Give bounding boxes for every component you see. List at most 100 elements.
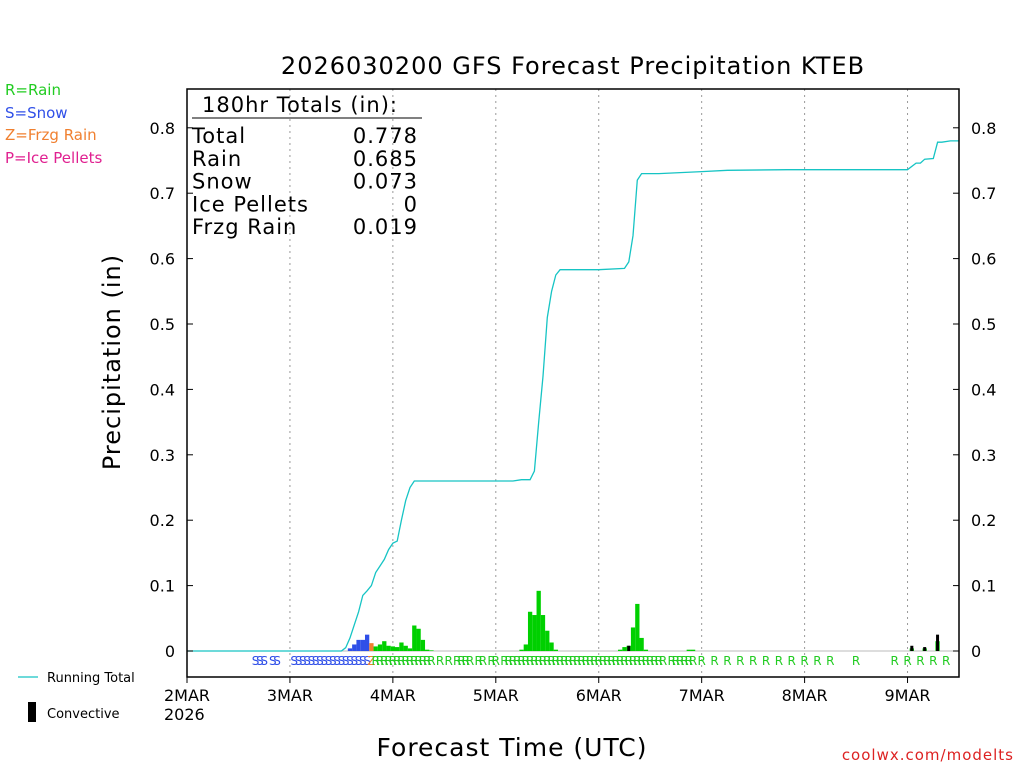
type-code: R [595,654,603,668]
type-code: R [642,654,650,668]
type-code: R [556,654,564,668]
type-code: R [685,654,693,668]
precip-bar [407,648,413,651]
type-code: R [852,654,860,668]
totals-label: Rain [192,147,242,171]
precip-bar [686,649,691,651]
type-code: R [380,654,388,668]
type-code: R [453,654,461,668]
precip-bar [630,627,636,651]
precip-bar [356,639,361,651]
type-code: S [346,654,354,668]
type-code: R [577,654,585,668]
type-code: R [547,654,555,668]
legend-frzg-rain: Z=Frzg Rain [5,126,97,144]
type-code: R [710,654,718,668]
precip-bar [549,642,554,651]
type-code: R [672,654,680,668]
type-code: R [474,654,482,668]
precip-bar [635,603,640,651]
totals-value: 0.073 [353,170,418,194]
xtick-label-6MAR: 6MAR [576,686,622,705]
type-code: R [655,654,663,668]
precip-bar [545,630,550,651]
ytick-label-left: 0.6 [150,250,175,269]
type-code: R [637,654,645,668]
precip-bar [412,625,417,651]
type-code: R [565,654,573,668]
type-code: R [423,654,431,668]
ytick-label-right: 0 [971,642,981,661]
precip-bar [364,634,370,651]
precip-bar [399,642,404,651]
type-code: R [603,654,611,668]
type-code: R [479,654,487,668]
totals-label: Total [191,124,246,148]
type-code: R [500,654,508,668]
type-code: R [775,654,783,668]
type-code: R [573,654,581,668]
type-code: R [543,654,551,668]
totals-value: 0.019 [353,215,418,239]
precip-bar [416,628,421,651]
type-code: R [457,654,465,668]
type-code: R [736,654,744,668]
xtick-label-9MAR: 9MAR [885,686,931,705]
totals-rows: Total 0.778 Rain 0.685 Snow 0.073 Ice Pellets 0… [191,124,418,239]
type-code: S [269,654,277,668]
type-code: R [625,654,633,668]
type-code: S [273,654,281,668]
type-code: R [402,654,410,668]
ytick-label-left: 0.1 [150,577,175,596]
type-code: R [916,654,924,668]
totals-label: Frzg Rain [192,215,297,239]
type-code: R [530,654,538,668]
type-code: R [659,654,667,668]
type-code: R [513,654,521,668]
type-code: R [560,654,568,668]
type-code: S [308,654,316,668]
type-code: S [256,654,264,668]
type-code: R [436,654,444,668]
type-code: S [303,654,311,668]
precip-bar [527,611,533,651]
type-code: S [325,654,333,668]
type-code: R [813,654,821,668]
type-code: R [384,654,392,668]
type-code: R [633,654,641,668]
type-code: R [406,654,414,668]
plot-frame [186,88,960,678]
type-code: R [419,654,427,668]
type-code: S [355,654,363,668]
type-code: R [462,654,470,668]
totals-header: 180hr Totals (in): [202,93,398,117]
type-code: R [903,654,911,668]
xtick-label-8MAR: 8MAR [782,686,828,705]
ytick-label-right: 0.7 [971,184,996,203]
precip-bar [360,639,365,651]
precip-bar [622,647,627,651]
type-code: S [320,654,328,668]
type-code: R [616,654,624,668]
totals-value: 0.778 [353,124,418,148]
type-code: R [522,654,530,668]
type-code: R [466,654,474,668]
convective-legend-swatch [28,702,36,722]
type-code: R [504,654,512,668]
source-link[interactable]: coolwx.com/modelts [841,746,1014,764]
type-code: R [788,654,796,668]
ytick-label-right: 0.6 [971,250,996,269]
convective-bar [936,634,940,651]
precip-bar [540,615,546,651]
ytick-label-right: 0.4 [971,380,996,399]
ytick-label-left: 0.8 [150,119,175,138]
type-code: S [299,654,307,668]
type-code: R [749,654,757,668]
type-code: S [350,654,358,668]
type-code: R [942,654,950,668]
totals-label: Snow [192,170,253,194]
type-code: R [410,654,418,668]
type-code: R [800,654,808,668]
convective-legend-label: Convective [47,707,120,722]
type-code: R [535,654,543,668]
